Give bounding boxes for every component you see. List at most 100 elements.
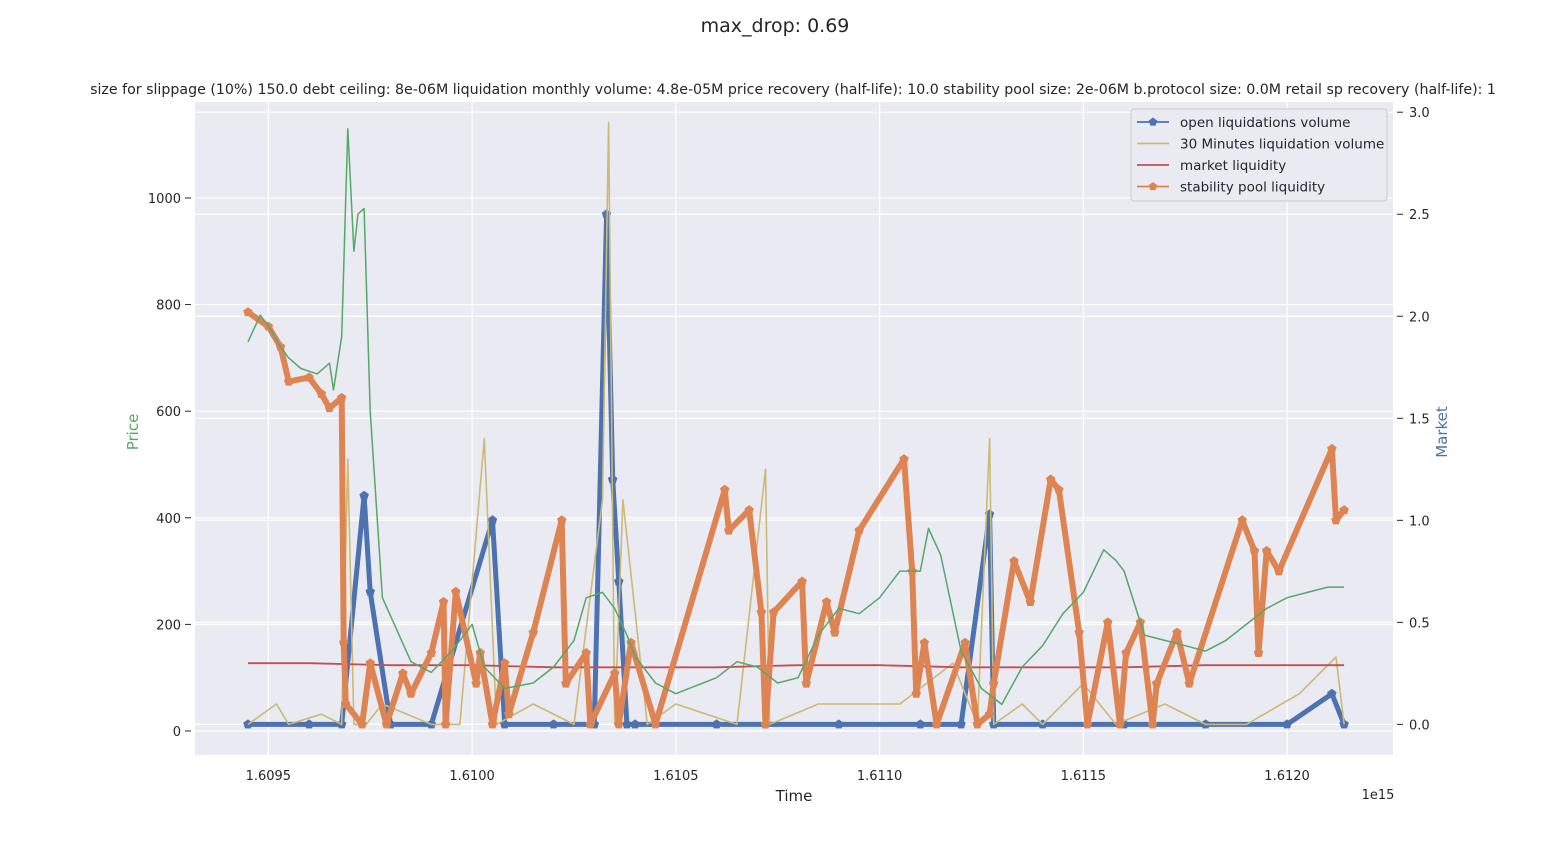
marker-stability-pool-liquidity [1025, 597, 1036, 606]
marker-stability-pool-liquidity [561, 678, 571, 688]
marker-stability-pool-liquidity [487, 719, 498, 729]
marker-open-liquidations-volume [304, 719, 314, 729]
marker-stability-pool-liquidity [797, 576, 807, 586]
legend-label: 30 Minutes liquidation volume [1180, 137, 1384, 153]
legend-marker [1148, 117, 1158, 126]
plot-area [195, 102, 1393, 755]
marker-stability-pool-liquidity [585, 719, 595, 729]
series-layer [243, 121, 1349, 729]
chart-title: max_drop: 0.69 [701, 15, 850, 37]
marker-stability-pool-liquidity [381, 719, 392, 729]
marker-stability-pool-liquidity [830, 627, 840, 637]
marker-stability-pool-liquidity [1009, 556, 1019, 566]
marker-stability-pool-liquidity [1115, 719, 1125, 729]
marker-stability-pool-liquidity [1249, 545, 1260, 555]
marker-open-liquidations-volume [359, 490, 369, 500]
marker-stability-pool-liquidity [426, 648, 437, 657]
y-right-tick-label: 0.5 [1409, 616, 1430, 631]
marker-open-liquidations-volume [915, 719, 926, 729]
marker-open-liquidations-volume [548, 719, 559, 729]
y-left-tick-label: 800 [156, 299, 181, 314]
y-right-axis-label: Market [1433, 406, 1451, 458]
marker-stability-pool-liquidity [1261, 545, 1272, 555]
marker-open-liquidations-volume [630, 719, 640, 729]
x-tick-label: 1.6100 [449, 769, 495, 784]
marker-stability-pool-liquidity [744, 505, 754, 515]
marker-stability-pool-liquidity [357, 719, 367, 729]
marker-open-liquidations-volume [487, 515, 498, 525]
x-tick-label: 1.6110 [857, 769, 903, 784]
x-axis-label: Time [775, 787, 813, 805]
marker-stability-pool-liquidity [1046, 474, 1056, 484]
marker-stability-pool-liquidity [341, 699, 351, 708]
marker-stability-pool-liquidity [365, 658, 375, 668]
marker-stability-pool-liquidity [931, 719, 942, 729]
marker-stability-pool-liquidity [919, 637, 930, 647]
y-left-tick-label: 1000 [148, 192, 181, 207]
y-left-tick-label: 200 [156, 618, 181, 633]
marker-stability-pool-liquidity [1327, 443, 1337, 453]
marker-stability-pool-liquidity [1121, 648, 1131, 657]
marker-open-liquidations-volume [834, 719, 844, 729]
marker-stability-pool-liquidity [1184, 678, 1194, 688]
marker-stability-pool-liquidity [324, 403, 335, 413]
marker-stability-pool-liquidity [972, 719, 983, 729]
marker-stability-pool-liquidity [1237, 515, 1247, 525]
legend-marker [1148, 182, 1158, 191]
marker-stability-pool-liquidity [614, 719, 624, 729]
y-right-tick-label: 2.0 [1409, 310, 1430, 325]
marker-stability-pool-liquidity [406, 688, 416, 698]
marker-stability-pool-liquidity [756, 607, 767, 617]
marker-stability-pool-liquidity [581, 648, 591, 657]
marker-stability-pool-liquidity [610, 668, 620, 678]
y-right-tick-label: 3.0 [1409, 106, 1430, 121]
marker-open-liquidations-volume [1327, 688, 1337, 698]
marker-stability-pool-liquidity [1253, 648, 1264, 657]
marker-stability-pool-liquidity [440, 719, 451, 729]
marker-stability-pool-liquidity [760, 719, 771, 729]
marker-stability-pool-liquidity [1074, 627, 1084, 637]
y-left-axis-label: Price [124, 414, 142, 451]
marker-stability-pool-liquidity [336, 392, 347, 402]
marker-stability-pool-liquidity [801, 678, 811, 688]
x-offset-label: 1e15 [1362, 788, 1395, 803]
marker-open-liquidations-volume [365, 586, 375, 596]
marker-stability-pool-liquidity [854, 525, 864, 535]
marker-stability-pool-liquidity [1147, 719, 1158, 729]
legend-label: market liquidity [1180, 158, 1286, 174]
legend-label: open liquidations volume [1180, 115, 1350, 131]
x-tick-label: 1.6115 [1061, 769, 1107, 784]
marker-stability-pool-liquidity [438, 597, 449, 606]
axes: 1.6095 1.6100 1.6105 1.6110 1.6115 1.6120 0 200… [148, 106, 1430, 784]
marker-open-liquidations-volume [1282, 719, 1292, 729]
marker-open-liquidations-volume [614, 576, 624, 586]
legend-label: stability pool liquidity [1180, 180, 1325, 196]
marker-stability-pool-liquidity [1172, 627, 1182, 637]
y-left-tick-label: 400 [156, 512, 181, 527]
marker-stability-pool-liquidity [988, 678, 999, 688]
marker-stability-pool-liquidity [304, 372, 314, 382]
marker-open-liquidations-volume [622, 719, 632, 729]
marker-stability-pool-liquidity [243, 307, 253, 317]
marker-stability-pool-liquidity [1274, 566, 1284, 576]
marker-stability-pool-liquidity [1339, 505, 1349, 515]
marker-stability-pool-liquidity [1151, 678, 1162, 688]
marker-stability-pool-liquidity [471, 678, 481, 688]
series-line-price [247, 127, 1345, 706]
marker-stability-pool-liquidity [720, 484, 730, 494]
marker-stability-pool-liquidity [316, 388, 327, 398]
marker-stability-pool-liquidity [1054, 484, 1064, 494]
marker-stability-pool-liquidity [911, 688, 921, 698]
x-tick-label: 1.6120 [1264, 769, 1310, 784]
legend-box [1130, 108, 1388, 202]
y-right-tick-label: 2.5 [1409, 208, 1430, 223]
legend: open liquidations volume 30 Minutes liqui… [1130, 108, 1388, 202]
marker-stability-pool-liquidity [1103, 617, 1113, 627]
chart-subtitle: size for slippage (10%) 150.0 debt ceili… [90, 82, 1496, 98]
marker-stability-pool-liquidity [398, 668, 408, 678]
marker-stability-pool-liquidity [451, 586, 461, 596]
y-left-tick-label: 0 [173, 725, 181, 740]
marker-stability-pool-liquidity [768, 607, 779, 617]
marker-stability-pool-liquidity [1331, 515, 1341, 525]
